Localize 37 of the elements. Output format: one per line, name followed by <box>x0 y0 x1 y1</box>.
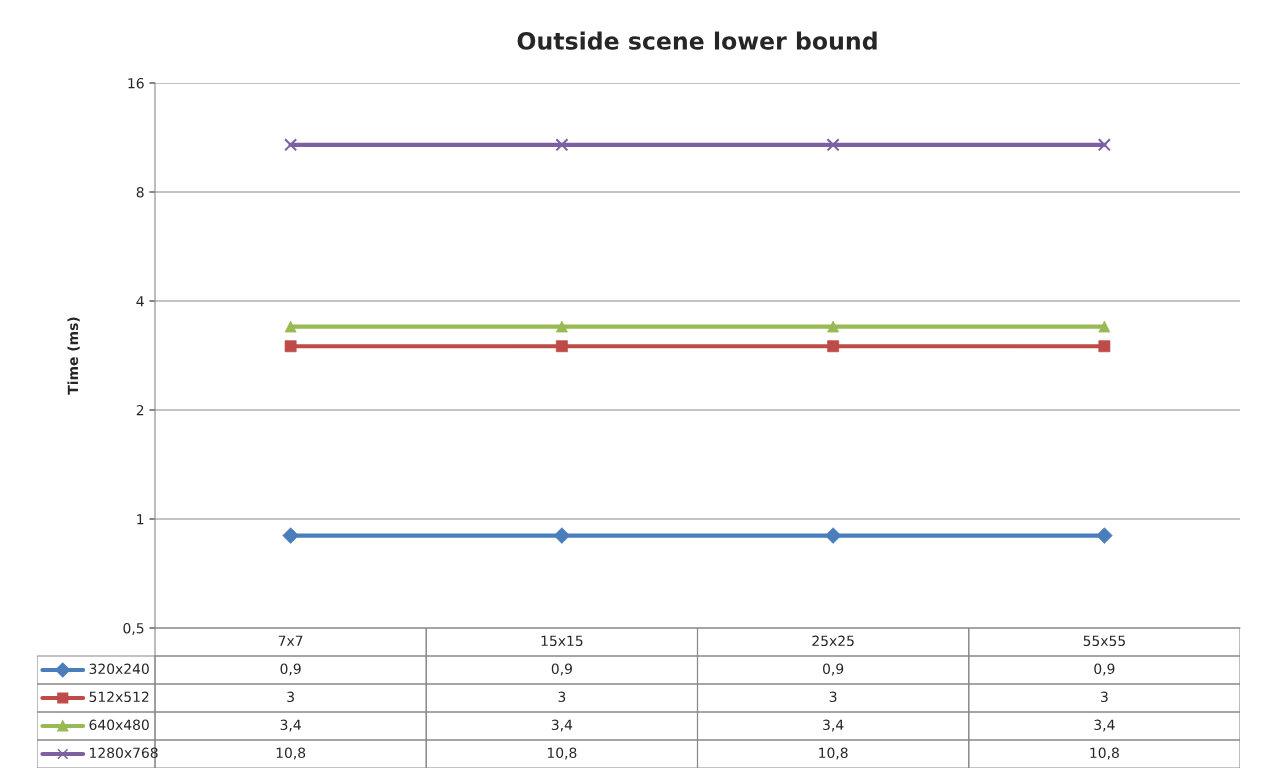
data-label: 0,9 <box>1094 663 1115 676</box>
y-axis-title: Time (ms) <box>67 317 80 395</box>
legend-label: 512x512 <box>89 691 149 703</box>
point <box>824 527 842 544</box>
data-label: 3,4 <box>1094 719 1115 732</box>
data-label: 3 <box>287 691 294 703</box>
data-label: 3,4 <box>280 719 301 732</box>
data-label: 10,8 <box>1090 747 1119 760</box>
data-label: 0,9 <box>551 663 572 676</box>
data-label: 3 <box>558 691 566 703</box>
data-label: 10,8 <box>547 747 577 760</box>
chart-title: Outside scene lower bound <box>517 31 877 50</box>
y-tick-label: 1 <box>137 514 144 525</box>
point <box>555 138 569 152</box>
y-tick-label: 16 <box>128 77 144 89</box>
x-tick-label: 55x55 <box>1083 635 1125 647</box>
legend-label: 320x240 <box>89 663 149 675</box>
y-tick-label: 0,5 <box>123 622 144 635</box>
point <box>284 138 298 152</box>
point <box>826 138 840 152</box>
data-label: 0,9 <box>280 663 301 676</box>
data-label: 3,4 <box>551 719 573 732</box>
y-tick-label: 8 <box>136 186 144 198</box>
data-label: 0,9 <box>823 663 844 676</box>
data-label: 10,8 <box>819 747 848 760</box>
x-tick-label: 25x25 <box>812 635 854 647</box>
data-label: 3 <box>1101 691 1108 703</box>
y-tick-label: 2 <box>136 404 144 416</box>
x-tick-label: 15x15 <box>541 635 583 647</box>
y-tick-label: 4 <box>136 296 144 307</box>
data-label: 3,4 <box>823 719 844 732</box>
legend-label: 640x480 <box>89 719 149 731</box>
point <box>1097 138 1111 152</box>
legend-label: 1280x768 <box>90 747 158 759</box>
data-label: 3 <box>829 691 837 703</box>
x-tick-label: 7x7 <box>278 635 303 646</box>
data-label: 10,8 <box>276 747 306 760</box>
